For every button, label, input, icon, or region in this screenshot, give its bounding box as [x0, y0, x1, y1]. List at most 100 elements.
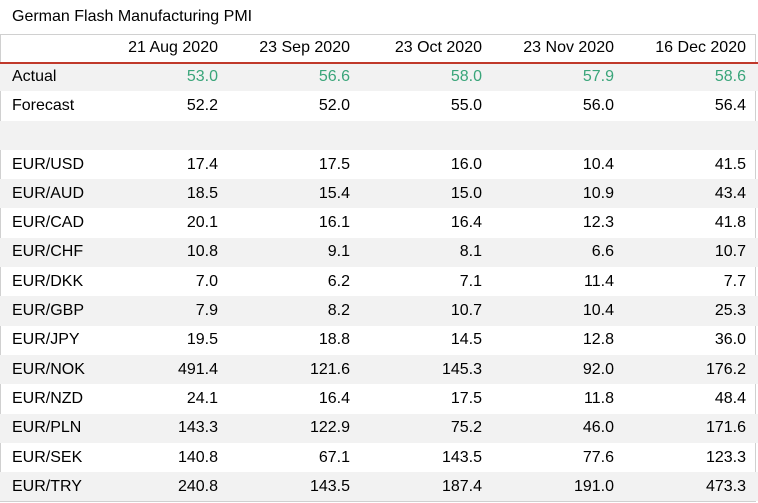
table-row: EUR/PLN 143.3 122.9 75.2 46.0 171.6	[0, 413, 758, 443]
table-cell	[230, 120, 362, 150]
table-cell: 9.1	[230, 237, 362, 268]
table-cell: 10.4	[494, 296, 626, 326]
table-row: EUR/CAD 20.1 16.1 16.4 12.3 41.8	[0, 208, 758, 237]
table-row	[0, 120, 758, 150]
table-cell: 52.0	[318, 96, 350, 114]
table-cell: 58.0	[362, 62, 494, 92]
table-cell: 46.0	[494, 413, 626, 443]
table-cell: 77.6	[582, 448, 614, 466]
table-cell: 41.8	[714, 214, 746, 232]
table-cell: 14.5	[450, 331, 482, 349]
column-header: 21 Aug 2020	[128, 39, 218, 56]
row-label: EUR/NZD	[12, 389, 84, 407]
table-cell: 57.9	[494, 62, 626, 92]
table-cell: 19.5	[186, 331, 218, 349]
column-header: 23 Oct 2020	[394, 39, 482, 56]
table-cell: 8.1	[362, 237, 494, 268]
table-cell: 53.0	[98, 62, 230, 92]
table-border	[0, 34, 756, 502]
table-cell: 18.5	[98, 179, 230, 209]
table-cell: 16.4	[450, 214, 482, 232]
table-row: EUR/DKK 7.0 6.2 7.1 11.4 7.7	[0, 267, 758, 296]
table-cell: 176.2	[626, 354, 758, 385]
table-cell	[626, 120, 758, 150]
row-label: EUR/DKK	[12, 272, 84, 290]
table-cell: 121.6	[230, 354, 362, 385]
table-cell: 240.8	[98, 472, 230, 502]
table-row: EUR/TRY 240.8 143.5 187.4 191.0 473.3	[0, 472, 758, 502]
table-cell: 11.4	[584, 272, 614, 290]
table-cell: 17.5	[318, 155, 350, 173]
table-cell: 491.4	[98, 354, 230, 385]
table-row: EUR/CHF 10.8 9.1 8.1 6.6 10.7	[0, 237, 758, 268]
table-cell: 56.0	[582, 96, 614, 114]
table-row: EUR/GBP 7.9 8.2 10.7 10.4 25.3	[0, 296, 758, 326]
table-row: Actual 53.0 56.6 58.0 57.9 58.6	[0, 62, 758, 92]
table-cell: 140.8	[177, 448, 218, 466]
table-cell: 187.4	[362, 472, 494, 502]
table-cell	[494, 120, 626, 150]
table-row: EUR/NZD 24.1 16.4 17.5 11.8 48.4	[0, 384, 758, 413]
table-cell: 123.3	[705, 448, 746, 466]
table-cell: 6.6	[494, 237, 626, 268]
table-cell: 24.1	[186, 389, 218, 407]
table-cell: 473.3	[626, 472, 758, 502]
table-cell: 16.4	[318, 389, 350, 407]
table-row: EUR/JPY 19.5 18.8 14.5 12.8 36.0	[0, 326, 758, 355]
table-cell: 7.9	[98, 296, 230, 326]
table-cell: 171.6	[626, 413, 758, 443]
table-cell: 41.5	[714, 155, 746, 173]
table-cell: 143.5	[230, 472, 362, 502]
table-cell: 92.0	[494, 354, 626, 385]
table-row: EUR/AUD 18.5 15.4 15.0 10.9 43.4	[0, 179, 758, 209]
table-cell: 15.0	[362, 179, 494, 209]
table-cell: 6.2	[327, 272, 350, 290]
table-cell: 122.9	[230, 413, 362, 443]
table-cell: 36.0	[714, 331, 746, 349]
table-cell: 143.5	[441, 448, 482, 466]
row-label: EUR/CAD	[12, 214, 85, 232]
table-cell: 16.1	[318, 214, 350, 232]
table-cell	[362, 120, 494, 150]
table-cell: 25.3	[626, 296, 758, 326]
row-label: EUR/TRY	[0, 472, 98, 502]
row-label: EUR/PLN	[0, 413, 98, 443]
table-cell: 20.1	[186, 214, 218, 232]
table-cell: 12.3	[582, 214, 614, 232]
table-cell: 52.2	[186, 96, 218, 114]
table-cell: 75.2	[362, 413, 494, 443]
table-cell: 191.0	[494, 472, 626, 502]
table-cell: 17.4	[186, 155, 218, 173]
table-cell: 15.4	[230, 179, 362, 209]
table-cell: 7.0	[195, 272, 218, 290]
row-label: EUR/USD	[12, 155, 85, 173]
row-label: Actual	[0, 62, 98, 92]
table-cell	[98, 120, 230, 150]
table-cell: 143.3	[98, 413, 230, 443]
row-label: EUR/JPY	[12, 331, 80, 349]
table-title: German Flash Manufacturing PMI	[12, 8, 253, 25]
data-table: 21 Aug 2020 23 Sep 2020 23 Oct 2020 23 N…	[0, 34, 758, 502]
corner-cell	[0, 34, 98, 62]
table-cell: 17.5	[450, 389, 482, 407]
table-cell: 16.0	[450, 155, 482, 173]
table-cell: 7.1	[459, 272, 482, 290]
column-header: 23 Nov 2020	[523, 39, 614, 56]
row-label: EUR/AUD	[0, 179, 98, 209]
table-row: EUR/SEK 140.8 67.1 143.5 77.6 123.3	[0, 443, 758, 472]
table-cell: 10.8	[98, 237, 230, 268]
row-label: EUR/CHF	[0, 237, 98, 268]
table-cell: 55.0	[450, 96, 482, 114]
table-row: Forecast 52.2 52.0 55.0 56.0 56.4	[0, 91, 758, 120]
header-divider	[0, 62, 758, 64]
table-cell: 11.8	[584, 389, 614, 407]
table-cell: 7.7	[723, 272, 746, 290]
table-cell: 43.4	[626, 179, 758, 209]
table-row: EUR/USD 17.4 17.5 16.0 10.4 41.5	[0, 150, 758, 179]
table-cell: 8.2	[230, 296, 362, 326]
table-cell: 58.6	[626, 62, 758, 92]
table-cell: 145.3	[362, 354, 494, 385]
table-cell: 10.7	[626, 237, 758, 268]
header-row: 21 Aug 2020 23 Sep 2020 23 Oct 2020 23 N…	[0, 34, 758, 62]
